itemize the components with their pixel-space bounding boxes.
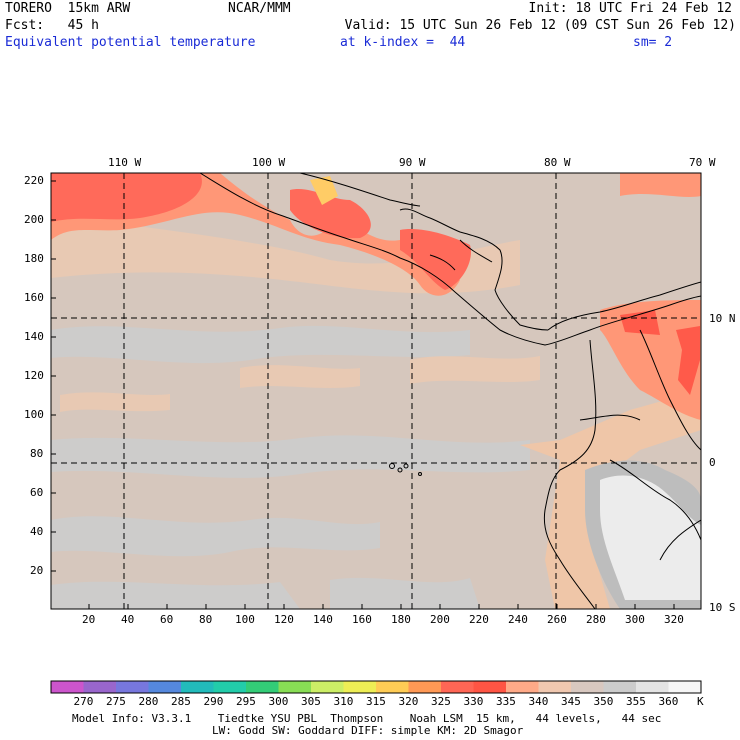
- theta-e-band-335: [676, 326, 700, 395]
- country-border: [579, 414, 641, 421]
- colorbar-level-label: 335: [496, 695, 516, 708]
- colorbar-level-label: 330: [463, 695, 484, 708]
- lon-label-100w: 100 W: [252, 156, 286, 169]
- y-tick: 100: [24, 408, 44, 421]
- y-tick: 40: [30, 525, 44, 538]
- colorbar-level-label: 270: [73, 695, 94, 708]
- colorbar-level-label: 320: [398, 695, 419, 708]
- theta-e-band-345: [51, 215, 520, 294]
- theta-e-band-350: [330, 577, 480, 609]
- colorbar-level-label: 290: [203, 695, 224, 708]
- x-tick: 220: [469, 613, 489, 626]
- colorbar-level-label: 280: [138, 695, 159, 708]
- x-tick: 140: [313, 613, 333, 626]
- colorbar-level-label: 325: [431, 695, 451, 708]
- lon-label-80w: 80 W: [544, 156, 571, 169]
- y-tick: 140: [24, 330, 44, 343]
- theta-e-band-345: [410, 356, 540, 384]
- colorbar-level-label: 295: [236, 695, 256, 708]
- lon-label-110w: 110 W: [108, 156, 142, 169]
- x-tick: 240: [508, 613, 528, 626]
- theta-e-band-335: [620, 310, 660, 335]
- model-physics: LW: Godd SW: Goddard DIFF: simple KM: 2D…: [212, 724, 524, 737]
- y-tick: 60: [30, 486, 44, 499]
- colorbar-level-label: 360: [658, 695, 679, 708]
- galapagos-island: [403, 463, 409, 469]
- x-tick: 200: [430, 613, 450, 626]
- theta-e-band-360: [600, 475, 701, 600]
- x-tick: 260: [547, 613, 567, 626]
- x-tick: 320: [664, 613, 684, 626]
- x-tick: 180: [391, 613, 411, 626]
- model-title: TORERO 15km ARW: [5, 1, 131, 16]
- theta-e-band-345: [520, 390, 701, 609]
- colorbar-unit: K: [697, 695, 704, 708]
- colorbar-level-label: 300: [268, 695, 289, 708]
- lon-label-90w: 90 W: [399, 156, 426, 169]
- lat-label-0: 0: [709, 456, 716, 469]
- x-tick: 60: [160, 613, 174, 626]
- y-tick: 200: [24, 213, 44, 226]
- coastline-south-america-west: [543, 339, 597, 609]
- theta-e-band-320: [310, 176, 338, 205]
- y-tick: 80: [30, 447, 44, 460]
- valid-time: Valid: 15 UTC Sun 26 Feb 12 (09 CST Sun …: [344, 18, 736, 33]
- coastline-mexico-gulf: [299, 173, 421, 207]
- colorbar-level-label: 285: [171, 695, 191, 708]
- y-tick: 220: [24, 174, 44, 187]
- map-frame: [50, 172, 702, 610]
- galapagos-island: [418, 472, 422, 476]
- x-tick: 20: [82, 613, 96, 626]
- theta-e-band-350: [51, 325, 470, 364]
- country-border: [609, 459, 701, 541]
- colorbar-level-label: 345: [561, 695, 581, 708]
- y-tick: 180: [24, 252, 44, 265]
- country-border: [639, 329, 701, 451]
- y-tick: 20: [30, 564, 44, 577]
- colorbar-level-label: 315: [366, 695, 386, 708]
- x-tick: 40: [121, 613, 135, 626]
- theta-e-band-345: [240, 365, 360, 388]
- x-tick: 280: [586, 613, 606, 626]
- y-tick: 160: [24, 291, 44, 304]
- x-tick: 300: [625, 613, 645, 626]
- coastline-caribbean: [399, 208, 549, 331]
- lon-label-70w: 70 W: [689, 156, 716, 169]
- theta-e-band-350: [51, 435, 530, 478]
- theta-e-band-330: [400, 229, 471, 290]
- theta-e-band-345: [60, 392, 170, 412]
- x-tick: 80: [199, 613, 213, 626]
- theta-e-band-340: [620, 173, 701, 197]
- forecast-hour: Fcst: 45 h: [5, 18, 99, 33]
- model-info: Model Info: V3.3.1 Tiedtke YSU PBL Thomp…: [72, 712, 662, 725]
- colorbar-level-label: 305: [301, 695, 321, 708]
- country-border: [459, 239, 493, 263]
- colorbar-level-label: 310: [333, 695, 354, 708]
- colorbar-level-label: 275: [106, 695, 126, 708]
- organization-label: NCAR/MMM: [228, 1, 291, 16]
- init-time: Init: 18 UTC Fri 24 Feb 12: [528, 1, 733, 16]
- colorbar-level-label: 355: [626, 695, 646, 708]
- country-border: [429, 254, 456, 271]
- colorbar-level-label: 350: [593, 695, 614, 708]
- field-name: Equivalent potential temperature: [5, 35, 256, 50]
- theta-e-band-350: [51, 516, 380, 557]
- x-tick: 100: [235, 613, 255, 626]
- smoothing-label: sm= 2: [633, 35, 673, 50]
- colorbar-level-label: 340: [528, 695, 549, 708]
- galapagos-island: [397, 467, 403, 473]
- theta-e-band-350: [51, 581, 300, 609]
- x-tick: 160: [352, 613, 372, 626]
- theta-e-band-330: [51, 173, 202, 222]
- lat-label-10n: 10 N: [709, 312, 736, 325]
- country-border: [659, 519, 701, 561]
- lat-label-10s: 10 S: [709, 601, 736, 614]
- level-index: at k-index = 44: [340, 35, 466, 50]
- x-tick: 120: [274, 613, 294, 626]
- y-tick: 120: [24, 369, 44, 382]
